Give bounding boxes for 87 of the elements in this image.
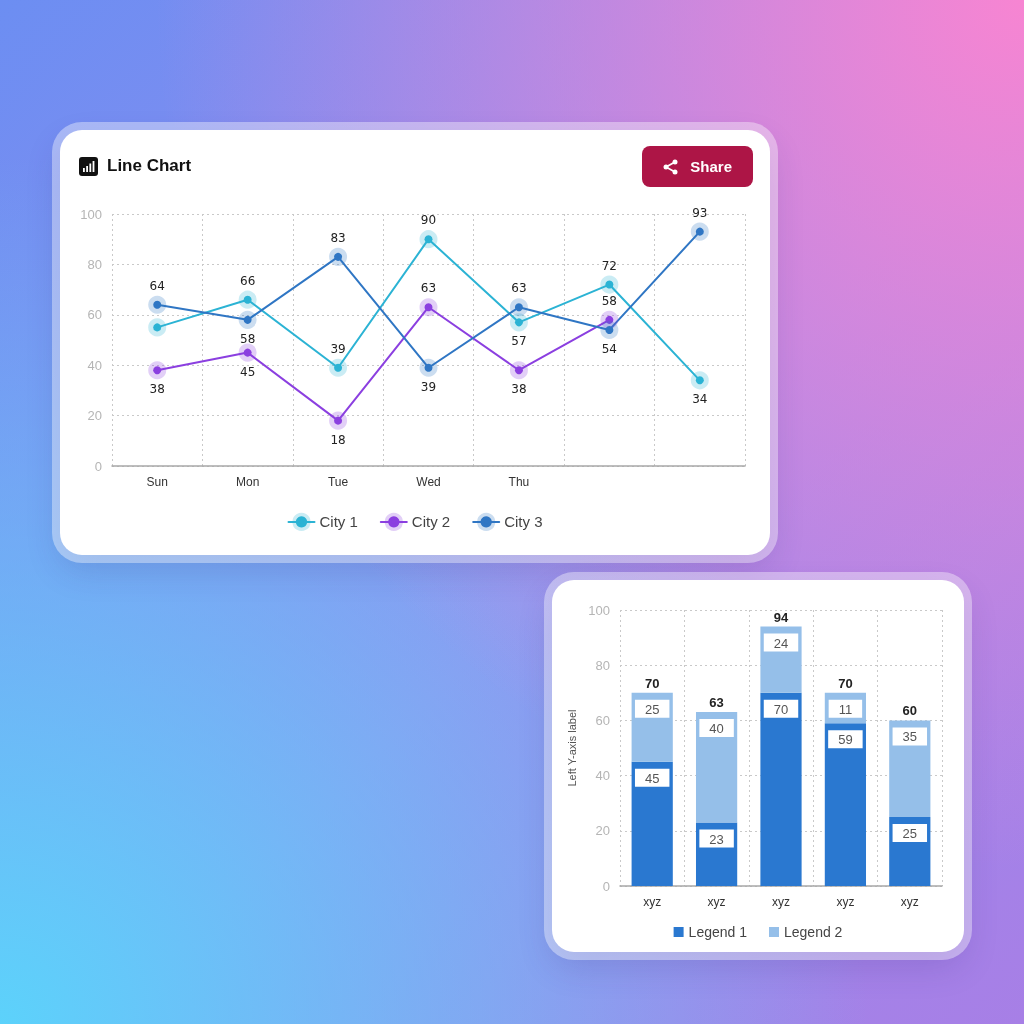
point — [148, 361, 167, 380]
bar — [695, 712, 738, 823]
y-tick-label: 20 — [595, 823, 610, 839]
y-tick-label: 0 — [94, 458, 102, 474]
data-label: 18 — [330, 432, 346, 447]
data-label: 11 — [838, 701, 853, 717]
point — [690, 222, 709, 241]
point — [329, 411, 348, 430]
data-label: 25 — [902, 826, 918, 841]
bar — [631, 761, 673, 886]
data-label: 57 — [511, 334, 527, 349]
y-tick-label: 60 — [595, 712, 610, 728]
data-label: 38 — [149, 382, 165, 397]
y-tick-label: 100 — [588, 602, 610, 618]
point — [419, 358, 438, 377]
point — [148, 295, 167, 314]
data-label: 63 — [511, 281, 527, 296]
data-label: 58 — [240, 331, 256, 346]
total-label: 60 — [902, 703, 918, 719]
y-tick-label: 40 — [595, 768, 610, 784]
point — [509, 298, 528, 317]
data-label: 45 — [644, 770, 660, 786]
data-label: 23 — [709, 831, 724, 847]
legend-label: City 2 — [411, 513, 451, 531]
data-label: 63 — [420, 281, 437, 296]
point — [148, 318, 167, 337]
data-label: 58 — [601, 293, 617, 308]
point — [329, 247, 348, 266]
data-label: 45 — [240, 364, 256, 379]
legend-label: City 1 — [319, 513, 358, 531]
point — [509, 361, 528, 380]
point — [329, 358, 348, 377]
data-label: 38 — [511, 382, 527, 397]
point — [600, 320, 619, 339]
legend-label: Legend 2 — [784, 924, 843, 940]
total-label: 63 — [709, 695, 724, 711]
x-tick-label: Mon — [235, 475, 260, 489]
bar — [760, 692, 802, 886]
data-label: 72 — [601, 258, 617, 273]
total-label: 70 — [838, 675, 853, 691]
x-tick-label: xyz — [643, 895, 662, 909]
y-tick-label: 80 — [595, 657, 610, 673]
data-label: 35 — [902, 729, 918, 745]
data-label: 39 — [330, 341, 346, 356]
data-label: 64 — [149, 278, 165, 293]
data-label: 39 — [420, 379, 437, 394]
data-label: 93 — [692, 205, 708, 220]
data-label: 24 — [773, 635, 789, 651]
total-label: 94 — [773, 609, 789, 625]
point — [419, 230, 438, 249]
data-label: 83 — [330, 230, 346, 245]
data-label: 59 — [838, 732, 853, 748]
data-label: 66 — [240, 273, 256, 288]
point — [600, 275, 619, 294]
point — [238, 310, 257, 329]
y-tick-label: 20 — [87, 408, 102, 424]
total-label: 70 — [644, 675, 660, 691]
y-tick-label: 80 — [87, 256, 102, 272]
data-label: 70 — [773, 701, 789, 717]
x-tick-label: Sun — [146, 475, 168, 489]
point — [690, 371, 709, 390]
bar — [824, 723, 867, 886]
y-tick-label: 40 — [87, 357, 102, 373]
data-label: 54 — [601, 341, 617, 356]
legend-label: Legend 1 — [688, 924, 748, 940]
x-tick-label: xyz — [836, 895, 855, 909]
x-tick-label: Thu — [508, 475, 530, 489]
data-label: 40 — [709, 721, 724, 737]
x-tick-label: xyz — [772, 895, 790, 909]
x-tick-label: Tue — [327, 475, 349, 489]
point — [238, 343, 257, 362]
chart-title: Line Chart — [107, 155, 192, 177]
y-tick-label: 60 — [87, 307, 102, 323]
point — [509, 313, 528, 332]
y-tick-label: 100 — [80, 206, 102, 222]
data-label: 90 — [420, 213, 437, 228]
legend-label: City 3 — [504, 513, 543, 531]
data-label: 34 — [692, 392, 708, 407]
y-axis-title: Left Y-axis label — [565, 709, 578, 787]
point — [419, 298, 438, 317]
point — [238, 290, 257, 309]
x-tick-label: xyz — [707, 895, 726, 909]
data-label: 25 — [644, 701, 660, 717]
x-tick-label: Wed — [416, 475, 441, 489]
x-tick-label: xyz — [900, 895, 919, 909]
share-button: Share — [642, 146, 753, 187]
y-tick-label: 0 — [602, 878, 610, 894]
